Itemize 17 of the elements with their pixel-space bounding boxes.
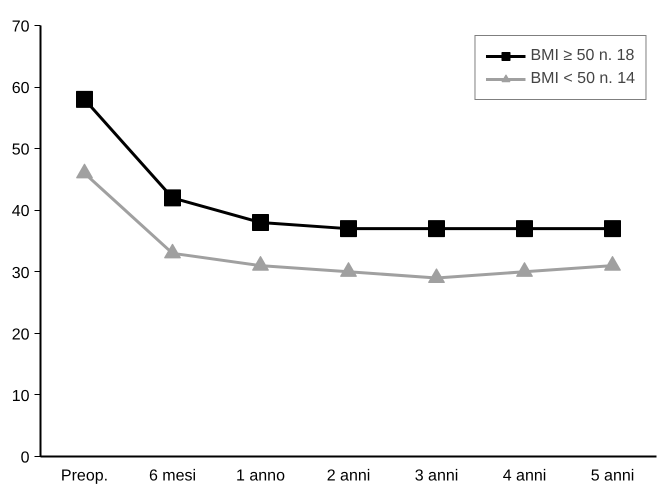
y-tick-label: 30 bbox=[12, 264, 30, 282]
legend-label: BMI < 50 n. 14 bbox=[530, 70, 635, 88]
y-tick-label: 0 bbox=[20, 450, 30, 466]
x-tick-label: 5 anni bbox=[590, 468, 634, 484]
legend-label: BMI ≥ 50 n. 18 bbox=[530, 47, 634, 65]
y-tick-label: 50 bbox=[12, 142, 30, 159]
y-tick-label: 70 bbox=[12, 18, 30, 36]
x-tick-label: Preop. bbox=[60, 468, 108, 484]
y-tick-label: 40 bbox=[12, 203, 30, 220]
y-tick-label: 10 bbox=[12, 388, 30, 405]
x-tick-label: 2 anni bbox=[326, 468, 370, 484]
x-tick-label: 3 anni bbox=[414, 468, 458, 484]
x-tick-label: 1 anno bbox=[236, 468, 286, 484]
x-tick-label: 6 mesi bbox=[148, 468, 196, 484]
y-tick-label: 20 bbox=[12, 326, 30, 344]
y-tick-label: 60 bbox=[12, 80, 30, 98]
x-tick-label: 4 anni bbox=[502, 468, 546, 484]
